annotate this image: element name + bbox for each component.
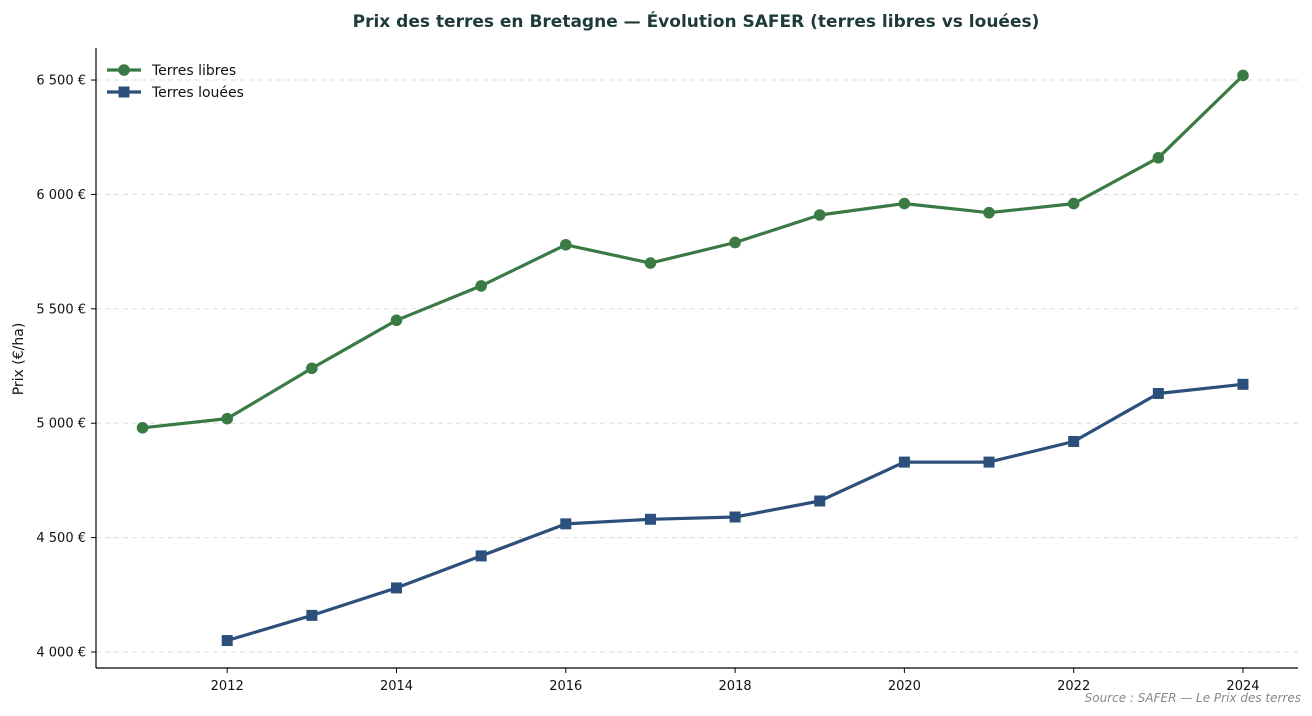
y-tick-label: 4 500 € (36, 531, 86, 546)
data-point (475, 550, 487, 562)
y-tick-label: 5 000 € (36, 417, 86, 432)
y-tick-label: 5 500 € (36, 302, 86, 317)
data-point (1068, 436, 1080, 448)
series-terres-libres (136, 69, 1249, 434)
legend-label: Terres libres (151, 63, 236, 79)
x-tick-label: 2012 (211, 679, 244, 694)
data-point (898, 456, 910, 468)
data-point (390, 314, 403, 327)
data-point (813, 209, 826, 221)
y-tick-label: 6 500 € (36, 74, 86, 89)
data-point (1152, 152, 1165, 164)
series-layer (136, 69, 1249, 647)
series-line (142, 74, 1245, 430)
data-point (983, 206, 995, 219)
gridlines (96, 79, 1298, 653)
data-point (898, 197, 911, 210)
data-point (136, 421, 149, 434)
data-point (1152, 387, 1164, 399)
data-point (729, 511, 741, 523)
x-tick-label: 2014 (380, 679, 413, 694)
data-point (391, 582, 402, 594)
data-point (221, 635, 233, 647)
series-terres-louees (221, 378, 1249, 647)
legend-item: Terres libres (107, 63, 236, 79)
y-tick-label: 6 000 € (36, 188, 86, 203)
data-point (644, 513, 656, 525)
source-note: Source : SAFER — Le Prix des terres (1085, 691, 1301, 705)
data-point (221, 412, 234, 425)
y-axis-label: Prix (€/ha) (11, 323, 27, 396)
data-point (560, 518, 572, 530)
y-axis: 4 000 € 4 500 € 5 000 € 5 500 € 6 000 € 6 500… (36, 74, 96, 660)
chart-title: Prix des terres en Bretagne — Évolution … (353, 10, 1040, 32)
x-tick-label: 2020 (888, 679, 921, 694)
data-point (983, 456, 995, 468)
data-point (559, 238, 572, 251)
legend-item: Terres louées (107, 85, 244, 101)
y-tick-label: 4 000 € (36, 645, 86, 660)
legend: Terres libres Terres louées (107, 63, 244, 101)
x-axis: 2012 2014 2016 2018 2020 2022 2024 (211, 668, 1260, 694)
data-point (644, 257, 657, 269)
data-point (1237, 378, 1249, 390)
data-point (306, 609, 318, 621)
legend-label: Terres louées (151, 85, 244, 101)
x-tick-label: 2024 (1226, 679, 1259, 694)
legend-marker (118, 64, 130, 76)
data-point (475, 280, 487, 292)
data-point (1067, 197, 1080, 210)
data-point (1237, 69, 1249, 82)
data-point (814, 495, 826, 507)
x-tick-label: 2018 (719, 679, 752, 694)
x-tick-label: 2022 (1057, 679, 1090, 694)
data-point (306, 362, 318, 375)
data-point (729, 236, 741, 249)
legend-marker (118, 86, 130, 98)
x-tick-label: 2016 (549, 679, 582, 694)
